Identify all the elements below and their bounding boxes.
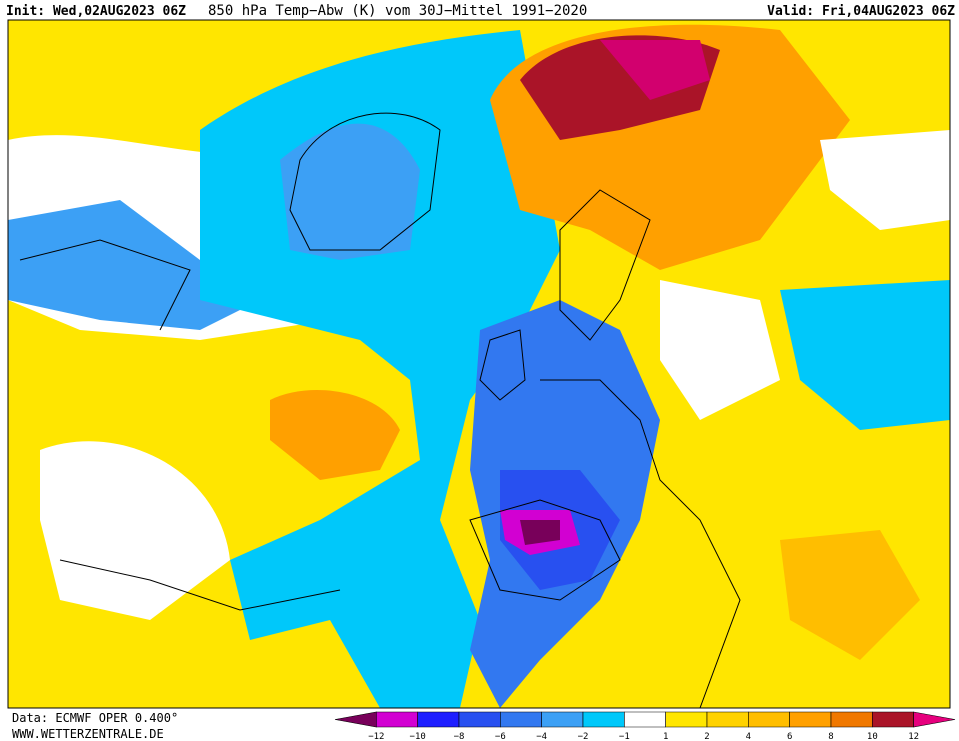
colorbar-segment [541,711,584,728]
colorbar-segment [334,711,377,728]
colorbar-segment [913,711,956,728]
colorbar-segment [830,711,873,728]
colorbar-segment [624,711,666,728]
valid-time: Valid: Fri,04AUG2023 06Z [767,4,955,19]
colorbar-label: 8 [828,732,833,741]
colorbar-label: 1 [663,732,668,741]
colorbar-segment [665,711,708,728]
colorbar-label: 2 [704,732,709,741]
map-title: 850 hPa Temp−Abw (K) vom 30J−Mittel 1991… [208,3,587,19]
colorbar-segment [376,711,418,728]
colorbar-label: −12 [368,732,384,741]
colorbar-segment [458,711,501,728]
colorbar-label: 4 [746,732,751,741]
colorbar-segment [748,711,790,728]
colorbar-label: 10 [867,732,878,741]
site-name: WWW.WETTERZENTRALE.DE [12,727,164,741]
colorbar-segment [872,711,914,728]
init-time: Init: Wed,02AUG2023 06Z [6,4,186,19]
colorbar-label: 6 [787,732,792,741]
colorbar-segment [789,711,832,728]
colorbar: −12 −10 −8 −6 −4 −2 −1 1 2 4 6 8 10 12 [334,711,956,741]
colorbar-label: 12 [908,732,919,741]
colorbar-label: −2 [578,732,589,741]
colorbar-label: −8 [454,732,465,741]
colorbar-label: −6 [495,732,506,741]
colorbar-segment [500,711,542,728]
colorbar-label: −1 [619,732,630,741]
colorbar-segment [706,711,749,728]
colorbar-segment [417,711,460,728]
colorbar-segment [582,711,625,728]
colorbar-label: −10 [410,732,426,741]
data-source: Data: ECMWF OPER 0.400° [12,711,178,725]
colorbar-label: −4 [536,732,547,741]
map [7,19,951,709]
